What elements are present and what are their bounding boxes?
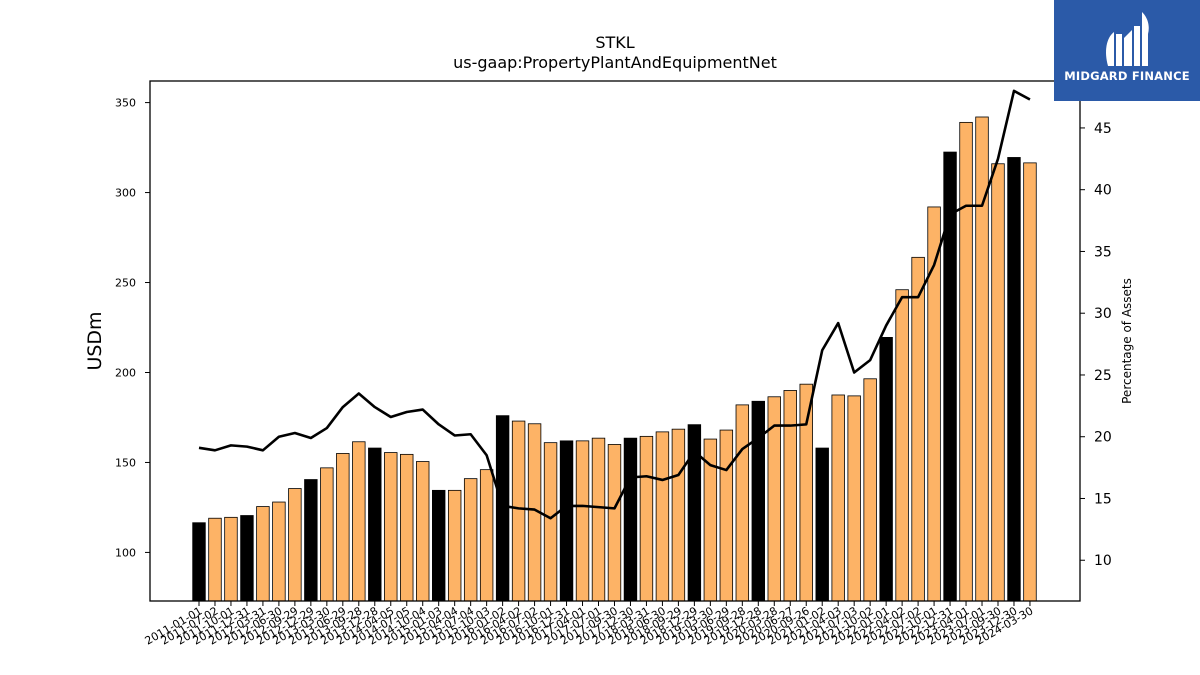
chart-subtitle: us-gaap:PropertyPlantAndEquipmentNet <box>453 53 777 72</box>
bar-2016-04-02 <box>511 420 526 602</box>
bar-2016-10-01 <box>543 442 558 602</box>
y2-tick-label-30: 30 <box>1094 306 1112 322</box>
y-axis-label-right: Percentage of Assets <box>1120 278 1134 404</box>
bar-2016-01-02 <box>495 415 510 602</box>
plot-frame <box>149 80 1081 602</box>
y-tick-label-350: 350 <box>115 97 136 110</box>
y2-tick-label-15: 15 <box>1094 491 1112 507</box>
bar-2012-06-30 <box>272 501 286 602</box>
y-tick-label-250: 250 <box>115 277 136 290</box>
bar-2018-03-31 <box>639 435 654 602</box>
bar-2017-12-30 <box>623 437 638 602</box>
bar-2021-04-03 <box>831 394 845 602</box>
bar-2015-07-04 <box>463 478 478 602</box>
bar-2020-09-26 <box>799 383 813 602</box>
bar-2014-10-04 <box>416 461 430 602</box>
bar-2012-03-31 <box>256 506 270 602</box>
bar-2020-06-27 <box>783 390 797 602</box>
bar-2011-01-01 <box>192 522 206 602</box>
bar-2023-09-30 <box>991 163 1005 602</box>
bar-2022-12-31 <box>943 151 957 602</box>
bar-2022-04-02 <box>895 289 909 602</box>
logo-mark-icon <box>1106 12 1149 66</box>
y2-tick-label-20: 20 <box>1094 430 1112 446</box>
bar-2011-12-31 <box>240 515 254 602</box>
midgard-finance-logo: MIDGARD FINANCE <box>1054 0 1200 101</box>
bar-2015-04-04 <box>447 489 462 602</box>
bar-2021-10-02 <box>863 378 877 602</box>
y2-tick-label-35: 35 <box>1094 244 1112 260</box>
y-axis-label-left: USDm <box>84 311 106 370</box>
y2-tick-label-45: 45 <box>1094 121 1112 137</box>
y2-tick-label-10: 10 <box>1094 553 1112 569</box>
bar-2015-01-03 <box>431 489 446 602</box>
bar-2013-09-28 <box>352 441 366 602</box>
bar-2014-03-29 <box>384 452 398 602</box>
bar-2017-07-01 <box>591 437 606 602</box>
bar-2019-06-29 <box>719 429 734 602</box>
bar-2012-09-29 <box>288 488 302 602</box>
bar-2019-12-28 <box>751 400 766 602</box>
bar-2023-04-01 <box>959 121 973 602</box>
chart-title: STKL <box>595 33 634 52</box>
bar-2021-01-02 <box>815 447 829 602</box>
bar-2018-09-29 <box>671 428 686 602</box>
bar-2016-12-31 <box>559 440 574 602</box>
bar-2013-06-29 <box>336 453 350 602</box>
y-tick-label-150: 150 <box>115 456 136 469</box>
y2-tick-label-25: 25 <box>1094 368 1112 384</box>
bar-2022-07-02 <box>911 256 925 602</box>
bar-2017-09-30 <box>607 444 622 602</box>
bar-2011-10-01 <box>224 516 238 602</box>
bar-2021-07-03 <box>847 395 861 602</box>
bar-2017-04-01 <box>575 440 590 602</box>
y-tick-label-200: 200 <box>115 366 136 379</box>
bar-2012-12-29 <box>304 479 318 602</box>
bar-2019-09-28 <box>735 404 750 602</box>
bar-2024-03-30 <box>1023 162 1037 602</box>
percentage-line <box>198 89 1031 520</box>
bar-2014-06-28 <box>400 453 414 602</box>
bar-2018-06-30 <box>655 431 670 602</box>
y-tick-label-100: 100 <box>115 546 136 559</box>
bar-2023-12-30 <box>1007 157 1021 602</box>
logo-text: MIDGARD FINANCE <box>1064 69 1190 83</box>
bar-2019-03-30 <box>703 438 718 602</box>
bar-2013-03-30 <box>320 467 334 602</box>
bar-2015-10-03 <box>479 469 494 602</box>
bar-2011-07-02 <box>208 517 222 602</box>
y2-tick-label-40: 40 <box>1094 183 1112 199</box>
bar-2022-01-01 <box>879 336 893 602</box>
y-tick-label-300: 300 <box>115 187 136 200</box>
bar-2013-12-28 <box>368 447 382 602</box>
